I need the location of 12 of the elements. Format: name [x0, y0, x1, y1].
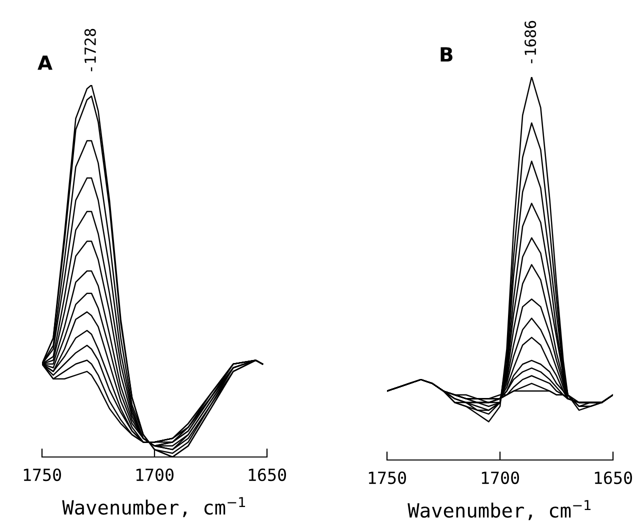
- annotation: -1728: [84, 28, 96, 72]
- x-tick-label: 1650: [248, 468, 286, 482]
- x-tick-label: 1750: [24, 468, 61, 482]
- chart-title: B: [440, 47, 452, 62]
- chart-title: A: [38, 56, 52, 70]
- x-axis-title: Wavenumber, cm$^{−1}$: [62, 497, 246, 518]
- x-axis-title: Wavenumber, cm$^{−1}$: [408, 500, 591, 520]
- x-tick-label: 1700: [482, 471, 519, 484]
- x-tick-label: 1750: [368, 471, 406, 484]
- x-tick-label: 1650: [594, 471, 632, 484]
- x-tick-label: 1700: [136, 468, 174, 482]
- annotation: -1686: [524, 20, 536, 64]
